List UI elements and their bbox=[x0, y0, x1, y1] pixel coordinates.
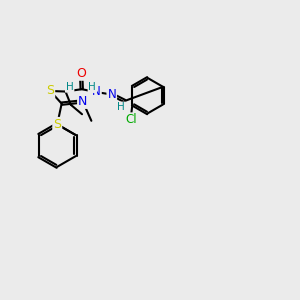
Text: H: H bbox=[88, 82, 96, 92]
Text: Cl: Cl bbox=[125, 113, 137, 126]
Text: N: N bbox=[92, 85, 101, 98]
Text: N: N bbox=[78, 95, 87, 108]
Text: H: H bbox=[66, 82, 74, 92]
Text: O: O bbox=[76, 67, 86, 80]
Text: N: N bbox=[107, 88, 116, 101]
Text: S: S bbox=[53, 118, 61, 131]
Text: S: S bbox=[46, 85, 54, 98]
Text: H: H bbox=[117, 102, 125, 112]
